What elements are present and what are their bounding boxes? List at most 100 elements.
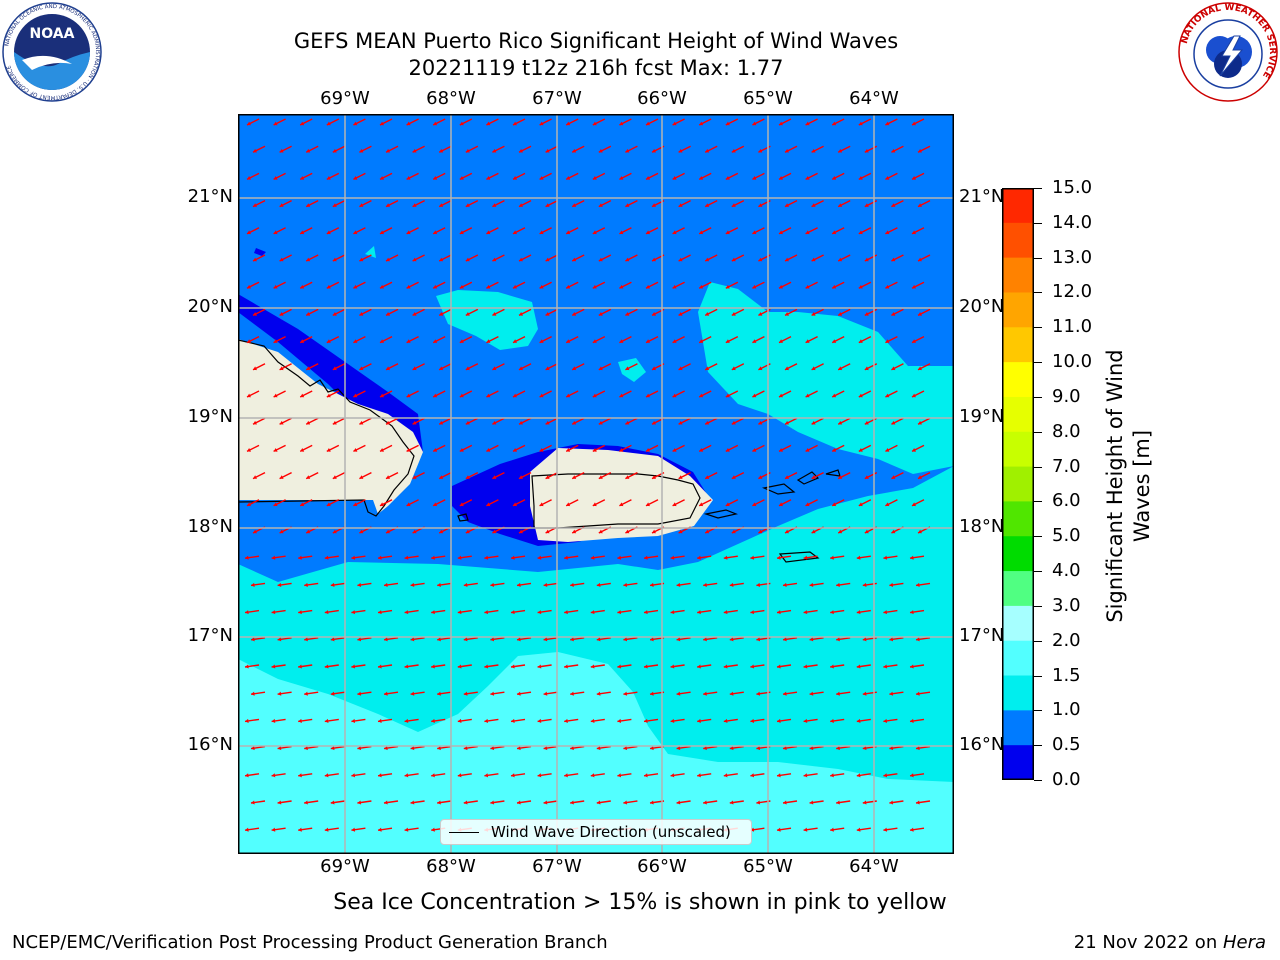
wave-direction-arrowhead	[805, 230, 810, 235]
wave-direction-arrowhead	[619, 339, 624, 343]
wave-direction-arrowhead	[412, 420, 417, 425]
wave-direction-arrowhead	[779, 284, 783, 289]
wave-direction-arrowhead	[357, 637, 362, 642]
wave-direction-arrowhead	[652, 257, 656, 262]
wave-direction-arrowhead	[598, 203, 603, 207]
wave-direction-arrowhead	[433, 176, 438, 180]
wave-direction-arrowhead	[623, 746, 628, 751]
wave-direction-arrowhead	[431, 827, 435, 832]
wave-direction-arrowhead	[324, 718, 329, 723]
wave-direction-arrowhead	[617, 610, 622, 615]
legend-label: Wind Wave Direction (unscaled)	[491, 823, 731, 841]
wave-direction-arrowhead	[862, 746, 867, 751]
wave-direction-arrowhead	[404, 718, 409, 723]
wave-direction-arrowhead	[912, 339, 916, 343]
wave-direction-arrowhead	[537, 664, 542, 669]
wave-direction-arrowhead	[832, 339, 837, 343]
wave-direction-arrowhead	[273, 284, 278, 289]
wave-direction-arrowhead	[545, 312, 550, 316]
wave-direction-arrowhead	[703, 691, 707, 696]
wave-direction-arrowhead	[431, 664, 435, 669]
wave-direction-arrowhead	[758, 257, 763, 262]
wave-direction-arrowhead	[678, 203, 683, 207]
wave-band-0-0-5-speck	[254, 248, 266, 256]
wave-direction-arrowhead	[777, 664, 781, 669]
wave-direction-arrowhead	[838, 203, 843, 207]
wave-direction-arrowhead	[326, 176, 331, 180]
wave-direction-arrowhead	[725, 176, 730, 180]
wave-direction-arrowhead	[459, 393, 464, 398]
wave-direction-arrowhead	[359, 475, 364, 479]
wave-direction-arrowhead	[330, 746, 335, 751]
wave-direction-arrowhead	[891, 203, 896, 207]
wave-direction-arrowhead	[457, 555, 462, 560]
wave-direction-arrowhead	[486, 502, 491, 507]
wave-direction-arrowhead	[672, 121, 677, 126]
wave-direction-arrowhead	[912, 230, 916, 235]
wave-direction-arrowhead	[862, 691, 867, 696]
wave-direction-arrowhead	[590, 773, 595, 778]
wave-direction-arrowhead	[545, 257, 550, 262]
wave-direction-arrowhead	[300, 448, 305, 452]
wave-direction-arrowhead	[463, 582, 468, 587]
wave-direction-arrowhead	[572, 312, 577, 316]
colorbar-tick-label: 0.5	[1052, 734, 1081, 756]
wave-direction-arrowhead	[885, 502, 890, 507]
wave-direction-arrowhead	[885, 448, 890, 452]
wave-direction-arrowhead	[384, 746, 388, 751]
wave-direction-arrowhead	[351, 555, 356, 560]
wave-direction-arrowhead	[805, 448, 810, 452]
wave-direction-arrowhead	[596, 746, 601, 751]
wave-direction-arrowhead	[330, 691, 335, 696]
latitude-label: 18°N	[959, 516, 1005, 537]
wave-direction-arrowhead	[537, 555, 542, 560]
colorbar-segment	[1002, 501, 1034, 537]
wave-direction-arrowhead	[891, 366, 896, 371]
wave-direction-arrowhead	[572, 420, 577, 425]
wave-direction-arrowhead	[543, 691, 548, 696]
wave-direction-arrowhead	[918, 475, 922, 479]
wave-direction-arrowhead	[492, 203, 497, 207]
wave-direction-arrowhead	[253, 148, 257, 153]
wave-direction-arrowhead	[572, 203, 577, 207]
wave-direction-arrowhead	[889, 746, 894, 751]
wave-direction-arrowhead	[619, 393, 624, 398]
wave-direction-arrowhead	[247, 393, 251, 398]
wave-direction-arrowhead	[856, 827, 861, 832]
wave-direction-arrowhead	[832, 448, 837, 452]
wave-direction-arrowhead	[805, 393, 810, 398]
coastline-virgin-islands-3	[796, 471, 820, 485]
wave-direction-arrowhead	[590, 718, 595, 723]
wave-direction-arrowhead	[251, 800, 255, 805]
wave-direction-arrowhead	[705, 529, 710, 534]
wave-direction-arrowhead	[864, 257, 869, 262]
wave-direction-arrowhead	[564, 773, 568, 778]
wave-direction-arrowhead	[592, 339, 597, 343]
wave-direction-arrowhead	[650, 582, 654, 587]
wave-direction-arrowhead	[465, 148, 470, 153]
wave-direction-arrowhead	[752, 176, 757, 180]
wave-direction-arrowhead	[519, 529, 523, 534]
wave-direction-arrowhead	[300, 230, 305, 235]
wave-direction-arrowhead	[490, 691, 495, 696]
wave-direction-arrowhead	[652, 203, 656, 207]
wave-direction-arrowhead	[672, 339, 677, 343]
wave-direction-arrowhead	[570, 691, 574, 696]
wave-direction-arrowhead	[652, 420, 656, 425]
latitude-label: 20°N	[959, 296, 1005, 317]
latitude-label: 19°N	[187, 406, 233, 427]
wave-direction-arrowhead	[912, 121, 916, 126]
wave-direction-arrowhead	[830, 555, 834, 560]
wave-direction-arrowhead	[783, 746, 787, 751]
wave-direction-arrowhead	[699, 448, 704, 452]
wave-direction-arrowhead	[486, 393, 491, 398]
wave-direction-arrowhead	[858, 448, 863, 452]
wave-direction-arrowhead	[758, 203, 763, 207]
wave-direction-arrowhead	[253, 203, 257, 207]
wave-direction-arrowhead	[729, 800, 734, 805]
wave-direction-arrowhead	[750, 773, 755, 778]
wave-direction-arrowhead	[885, 393, 890, 398]
colorbar-tick-mark	[1034, 501, 1042, 503]
wave-direction-arrowhead	[731, 529, 736, 534]
wave-direction-arrowhead	[378, 718, 382, 723]
